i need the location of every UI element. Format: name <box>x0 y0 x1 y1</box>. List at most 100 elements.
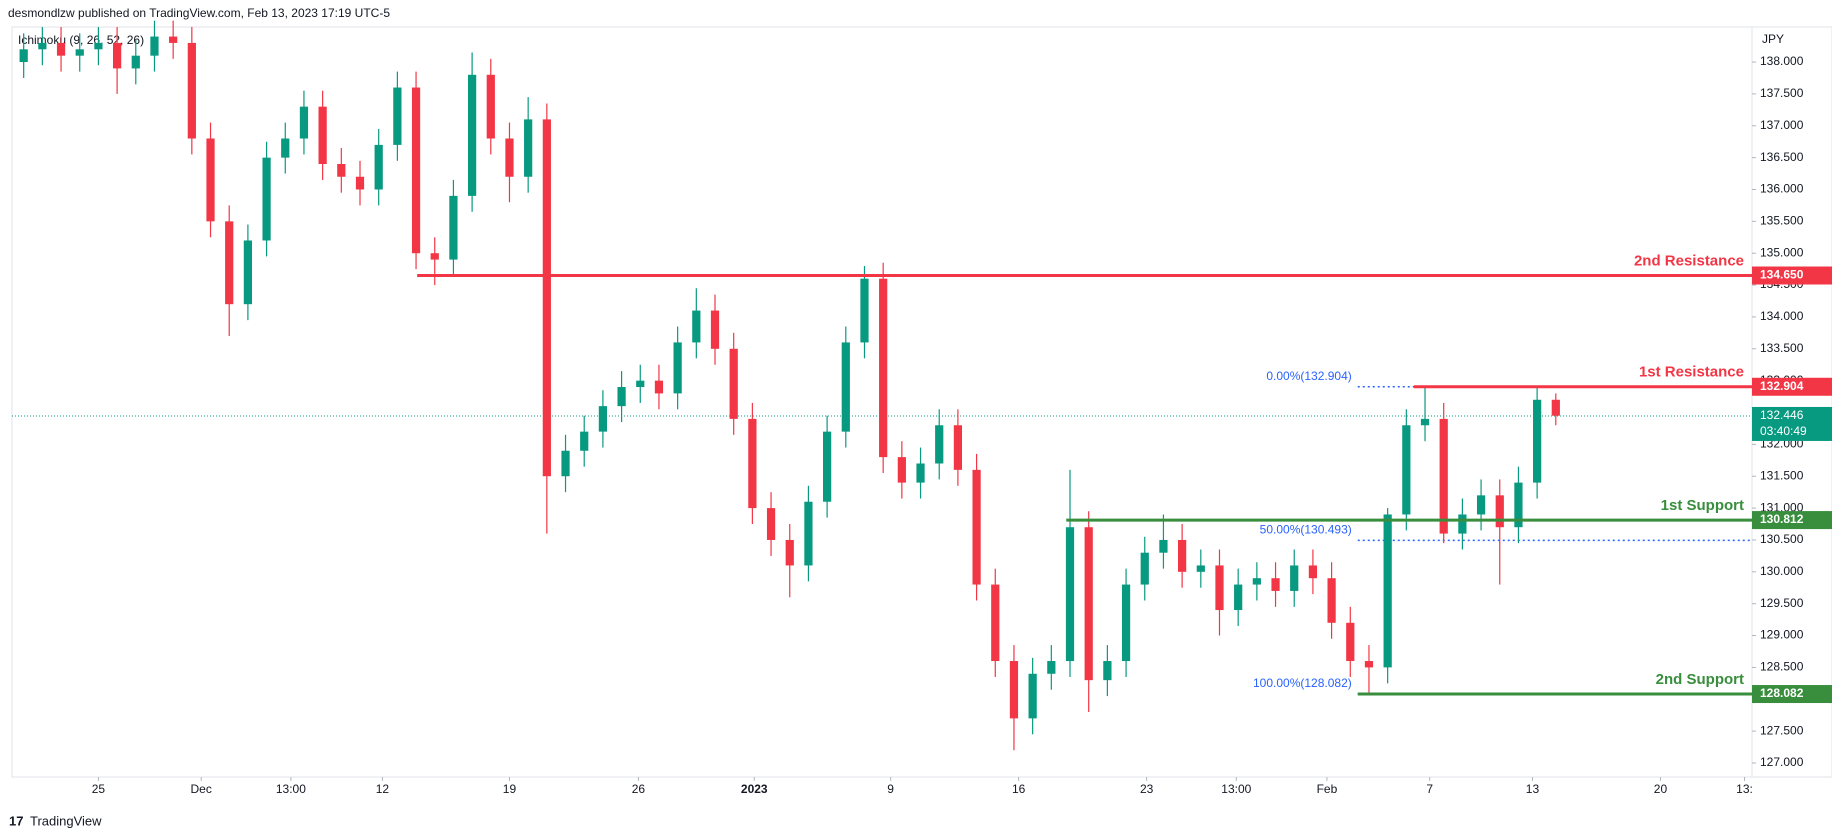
candle-body <box>991 584 1000 662</box>
candle-body <box>1439 418 1448 534</box>
candle-body <box>1308 565 1318 579</box>
candle-body <box>785 539 794 566</box>
candle-body <box>1533 399 1542 483</box>
x-tick-label: 12 <box>376 782 390 796</box>
candle-body <box>505 138 514 177</box>
y-tick-label: 129.000 <box>1760 628 1804 642</box>
candle-body <box>748 418 757 509</box>
candle-body <box>1346 622 1355 662</box>
x-tick-label: 19 <box>503 782 517 796</box>
level-price-label: 128.082 <box>1760 686 1804 700</box>
candle-body <box>1121 584 1131 662</box>
candle-body <box>1514 482 1523 528</box>
candle-body <box>916 463 925 483</box>
y-tick-label: 137.500 <box>1760 86 1804 100</box>
y-tick-label: 130.000 <box>1760 564 1804 578</box>
candle-body <box>1364 661 1374 668</box>
candle-body <box>710 310 720 349</box>
candle-body <box>206 138 215 222</box>
candle-body <box>187 42 196 139</box>
candle-body <box>38 42 47 50</box>
candle-body <box>467 74 477 196</box>
x-tick-label: 13 <box>1526 782 1540 796</box>
level-price-box <box>1752 511 1832 530</box>
y-tick-label: 128.500 <box>1760 660 1804 674</box>
level-price-label: 134.650 <box>1760 268 1804 282</box>
candle-body <box>729 348 738 419</box>
candle-body <box>1103 661 1112 681</box>
level-name: 2nd Support <box>1656 671 1744 688</box>
candle-body <box>1028 673 1037 719</box>
y-tick-label: 136.500 <box>1760 150 1804 164</box>
x-tick-label: Feb <box>1317 782 1338 796</box>
candle-body <box>1234 584 1243 611</box>
candle-body <box>150 36 159 56</box>
fib-label: 50.00%(130.493) <box>1260 523 1352 537</box>
y-tick-label: 127.500 <box>1760 723 1804 737</box>
y-tick-label: 127.000 <box>1760 755 1804 769</box>
candle-body <box>337 164 346 177</box>
y-tick-label: 134.000 <box>1760 309 1804 323</box>
candle-body <box>1271 578 1280 591</box>
x-tick-label: 7 <box>1426 782 1433 796</box>
x-tick-label: 26 <box>632 782 646 796</box>
x-tick-label: Dec <box>191 782 212 796</box>
candle-body <box>692 310 701 343</box>
candle-body <box>561 450 570 477</box>
fib-label: 100.00%(128.082) <box>1253 676 1352 690</box>
candle-body <box>524 119 533 177</box>
candle-body <box>112 42 122 69</box>
candle-body <box>19 49 28 63</box>
candle-body <box>131 55 140 69</box>
candle-body <box>972 469 981 585</box>
candle-body <box>1084 527 1093 681</box>
candle-body <box>169 36 178 43</box>
candle-body <box>1458 514 1467 534</box>
candle-body <box>598 406 608 432</box>
candle-body <box>617 387 626 407</box>
candle-body <box>1476 495 1486 515</box>
candle-body <box>1551 399 1560 416</box>
candle-body <box>355 176 365 190</box>
candle-body <box>1215 565 1224 611</box>
x-tick-label: 25 <box>92 782 106 796</box>
candle-body <box>804 501 813 566</box>
candle-body <box>580 431 589 451</box>
x-tick-label: 23 <box>1140 782 1154 796</box>
candle-body <box>1047 661 1056 674</box>
y-tick-label: 137.000 <box>1760 118 1804 132</box>
y-tick-label: 136.000 <box>1760 182 1804 196</box>
y-tick-label: 129.500 <box>1760 596 1804 610</box>
countdown-label: 03:40:49 <box>1760 424 1807 438</box>
fib-label: 0.00%(132.904) <box>1266 369 1351 383</box>
level-price-label: 130.812 <box>1760 512 1804 526</box>
candle-body <box>1009 661 1019 719</box>
indicator-label: Ichimoku (9, 26, 52, 26) <box>18 33 144 47</box>
candle-body <box>1178 539 1187 572</box>
candle-body <box>299 106 309 139</box>
candle-body <box>823 431 832 502</box>
currency: JPY <box>1762 32 1784 46</box>
level-name: 2nd Resistance <box>1634 252 1744 269</box>
y-tick-label: 138.000 <box>1760 54 1804 68</box>
y-tick-label: 131.500 <box>1760 468 1804 482</box>
candle-body <box>486 74 495 139</box>
candle-body <box>374 144 383 190</box>
last-price-label: 132.446 <box>1760 408 1804 422</box>
x-tick-label: 13:00 <box>1221 782 1251 796</box>
candle-body <box>1495 495 1504 528</box>
brand-logo: 17 <box>9 813 23 828</box>
candle-body <box>318 106 327 165</box>
candle-body <box>281 138 290 158</box>
level-price-box <box>1752 266 1832 285</box>
level-name: 1st Support <box>1661 497 1744 514</box>
candle-body <box>841 342 850 432</box>
candle-body <box>56 42 66 56</box>
level-name: 1st Resistance <box>1639 364 1744 381</box>
footer-brand: TradingView <box>30 813 102 828</box>
candle-body <box>262 157 271 241</box>
candle-body <box>1420 418 1430 426</box>
last-price-box <box>1752 406 1832 441</box>
candle-body <box>449 195 458 260</box>
